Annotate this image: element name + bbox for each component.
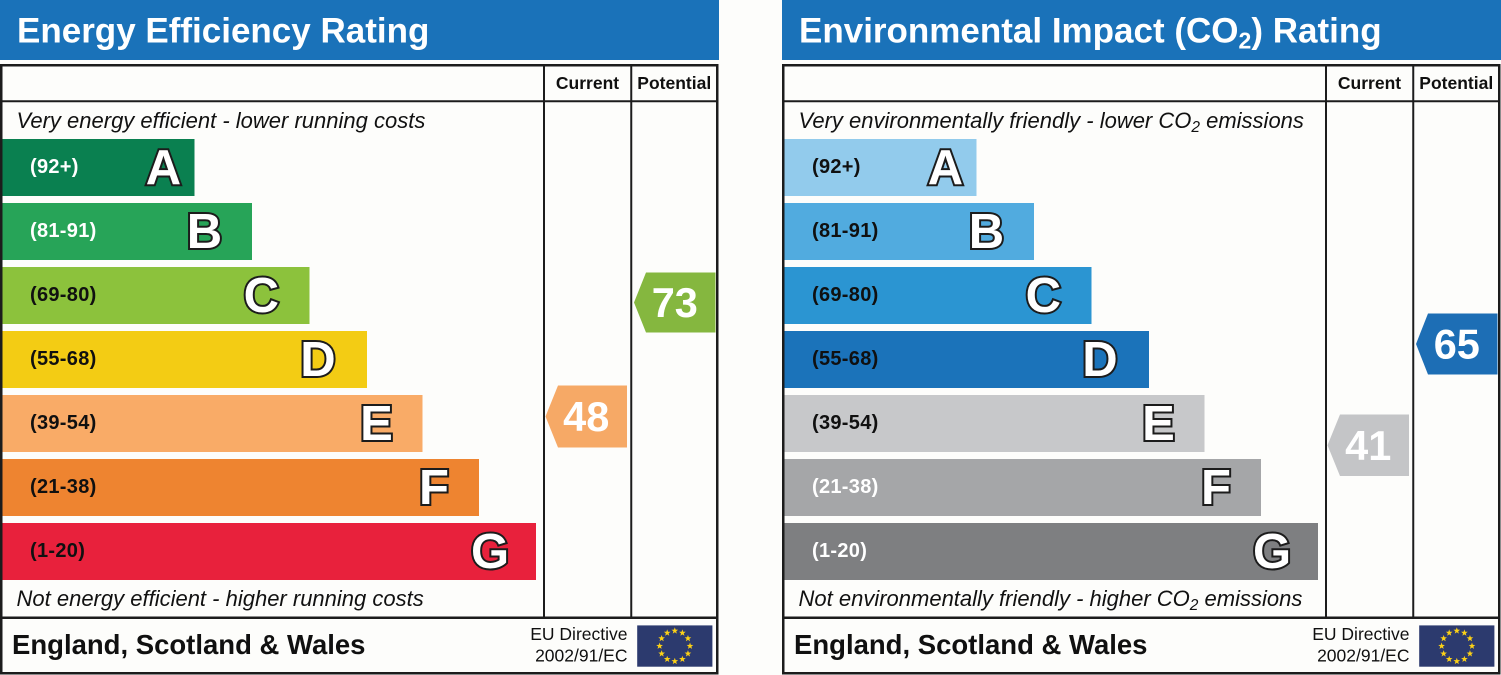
svg-text:E: E xyxy=(360,397,393,451)
svg-text:Potential: Potential xyxy=(1419,73,1493,93)
svg-text:(81-91): (81-91) xyxy=(30,220,97,242)
svg-text:C: C xyxy=(1026,269,1061,323)
svg-text:Energy Efficiency Rating: Energy Efficiency Rating xyxy=(17,12,429,51)
svg-text:Current: Current xyxy=(556,73,619,93)
svg-text:41: 41 xyxy=(1345,422,1391,469)
svg-text:A: A xyxy=(928,141,963,195)
svg-text:(21-38): (21-38) xyxy=(30,476,97,498)
svg-text:D: D xyxy=(300,333,335,387)
svg-text:73: 73 xyxy=(652,279,698,326)
svg-text:Environmental Impact (CO2) Rat: Environmental Impact (CO2) Rating xyxy=(799,12,1382,54)
svg-text:2002/91/EC: 2002/91/EC xyxy=(535,646,627,666)
svg-text:(39-54): (39-54) xyxy=(812,412,879,434)
svg-text:Current: Current xyxy=(1338,73,1401,93)
svg-text:(21-38): (21-38) xyxy=(812,476,879,498)
svg-text:D: D xyxy=(1082,333,1117,387)
svg-text:(69-80): (69-80) xyxy=(30,284,97,306)
svg-text:F: F xyxy=(1201,461,1231,515)
svg-text:48: 48 xyxy=(563,393,609,440)
svg-text:(81-91): (81-91) xyxy=(812,220,879,242)
svg-text:F: F xyxy=(419,461,449,515)
svg-text:(55-68): (55-68) xyxy=(812,348,879,370)
svg-text:EU Directive: EU Directive xyxy=(530,624,627,644)
svg-text:England, Scotland & Wales: England, Scotland & Wales xyxy=(794,629,1147,660)
svg-text:65: 65 xyxy=(1434,321,1480,368)
svg-text:(1-20): (1-20) xyxy=(812,540,867,562)
svg-text:A: A xyxy=(146,141,181,195)
svg-text:G: G xyxy=(1253,525,1291,579)
svg-text:(55-68): (55-68) xyxy=(30,348,97,370)
svg-text:(1-20): (1-20) xyxy=(30,540,85,562)
svg-text:(92+): (92+) xyxy=(812,156,861,178)
svg-text:C: C xyxy=(244,269,279,323)
svg-text:Not energy efficient - higher: Not energy efficient - higher running co… xyxy=(17,586,424,611)
svg-text:(39-54): (39-54) xyxy=(30,412,97,434)
svg-text:Very environmentally friendly: Very environmentally friendly - lower CO… xyxy=(799,108,1304,136)
svg-text:B: B xyxy=(969,205,1004,259)
svg-text:Potential: Potential xyxy=(637,73,711,93)
svg-text:EU Directive: EU Directive xyxy=(1312,624,1409,644)
svg-text:Very energy efficient - lower: Very energy efficient - lower running co… xyxy=(17,108,426,133)
svg-text:Not environmentally friendly -: Not environmentally friendly - higher CO… xyxy=(799,586,1303,614)
svg-text:G: G xyxy=(471,525,509,579)
svg-text:2002/91/EC: 2002/91/EC xyxy=(1317,646,1409,666)
svg-text:(92+): (92+) xyxy=(30,156,79,178)
svg-text:E: E xyxy=(1142,397,1175,451)
svg-text:B: B xyxy=(187,205,222,259)
svg-text:England, Scotland & Wales: England, Scotland & Wales xyxy=(12,629,365,660)
svg-text:(69-80): (69-80) xyxy=(812,284,879,306)
